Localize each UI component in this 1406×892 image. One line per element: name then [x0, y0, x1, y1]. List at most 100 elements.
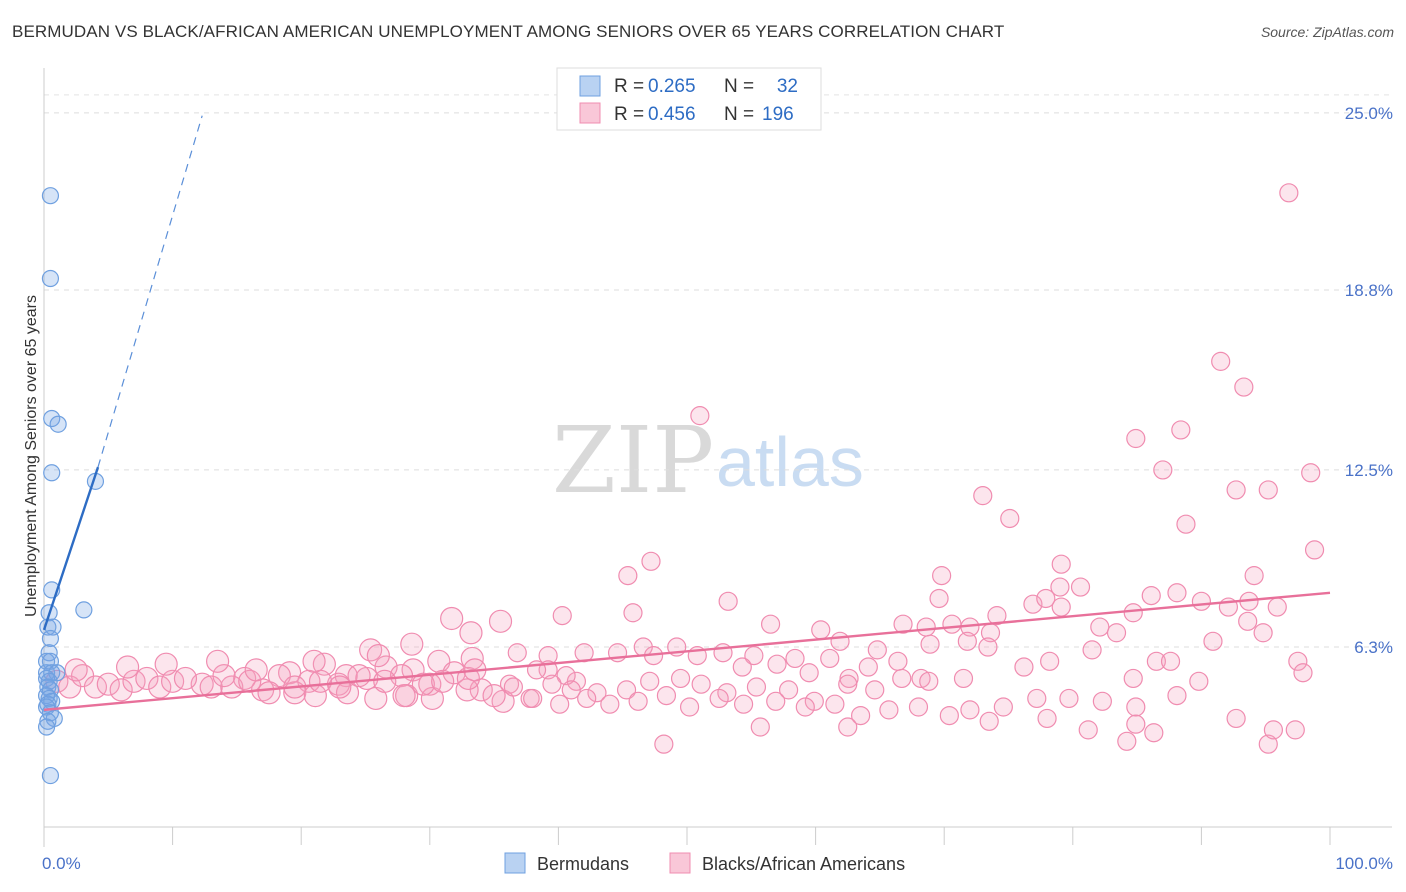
x-tick-label: 100.0%: [1335, 854, 1393, 873]
scatter-point: [1226, 480, 1246, 500]
legend-n-label: N =: [724, 76, 754, 97]
scatter-point: [942, 614, 962, 634]
legend-n-value: 32: [777, 76, 798, 97]
scatter-point: [523, 688, 543, 709]
scatter-point: [43, 464, 61, 482]
scatter-point: [43, 409, 61, 428]
scatter-point: [212, 663, 236, 688]
scatter-point: [40, 672, 58, 690]
scatter-point: [892, 668, 912, 689]
scatter-point: [1126, 714, 1146, 734]
scatter-point: [1126, 697, 1146, 717]
scatter-point: [1037, 708, 1057, 729]
scatter-point: [709, 688, 729, 709]
scatter-point: [420, 686, 444, 711]
scatter-point: [744, 646, 764, 666]
scatter-point: [148, 675, 172, 699]
scatter-point: [750, 717, 770, 737]
scatter-point: [561, 680, 581, 700]
scatter-point: [1027, 688, 1047, 709]
scatter-point: [542, 674, 562, 694]
scatter-point: [811, 620, 831, 640]
scatter-point: [39, 712, 57, 730]
scatter-point: [691, 674, 711, 694]
scatter-point: [717, 683, 737, 703]
scatter-point: [507, 643, 527, 663]
y-tick-label: 6.3%: [1354, 638, 1393, 657]
scatter-point: [1244, 566, 1264, 586]
y-tick-label: 12.5%: [1345, 461, 1393, 480]
scatter-point: [618, 566, 638, 586]
scatter-point: [825, 694, 845, 714]
scatter-point: [978, 637, 998, 657]
bottom-legend-swatch-bermudans: [504, 852, 526, 874]
legend-n-value: 196: [762, 104, 794, 125]
trend-line-bermudans: [42, 466, 100, 631]
trend-lines: [42, 115, 1331, 712]
scatter-point: [919, 671, 939, 691]
scatter-point: [778, 680, 799, 700]
scatter-point: [1226, 708, 1246, 729]
scatter-point: [1238, 611, 1258, 631]
scatter-point: [1092, 691, 1112, 711]
scatter-point: [440, 606, 464, 631]
scatter-point: [1050, 577, 1070, 597]
legend-swatch-bermudans: [579, 75, 601, 97]
scatter-point: [308, 669, 333, 693]
legend: R = 0.265 N = 32 R = 0.456 N = 196: [556, 67, 822, 131]
scatter-point: [953, 668, 974, 689]
scatter-point: [795, 697, 815, 717]
scatter-point: [820, 648, 840, 669]
scatter-point: [1279, 183, 1299, 203]
legend-swatch-blacks: [579, 102, 601, 124]
legend-r-value: 0.456: [648, 104, 696, 125]
scatter-point: [767, 654, 787, 674]
scatter-point: [1078, 720, 1098, 740]
scatter-point: [600, 694, 620, 714]
x-tick-labels: 0.0% 100.0%: [42, 854, 1393, 873]
scatter-point: [1253, 623, 1273, 643]
scatter-point: [908, 697, 929, 717]
scatter-point: [37, 718, 56, 736]
trend-line-blacks: [43, 591, 1331, 712]
scatter-point: [1123, 603, 1143, 623]
scatter-point: [302, 649, 326, 673]
scatter-point: [865, 680, 885, 700]
scatter-point: [244, 658, 268, 682]
watermark-atlas: atlas: [716, 423, 864, 501]
scatter-point: [366, 644, 390, 668]
bottom-legend-label-bermudans: Bermudans: [537, 854, 629, 874]
scatter-point: [1000, 508, 1020, 529]
scatter-point: [760, 614, 781, 634]
scatter-point: [746, 677, 767, 697]
scatter-point: [1301, 463, 1321, 483]
scatter-point: [670, 668, 691, 689]
scatter-point: [1059, 688, 1079, 709]
scatter-point: [41, 187, 60, 205]
scatter-point: [49, 415, 67, 433]
scatter-point: [718, 591, 738, 611]
scatter-point: [858, 657, 878, 677]
scatter-point: [154, 652, 178, 676]
scatter-point: [911, 668, 931, 689]
scatter-point: [1036, 588, 1056, 609]
legend-r-label: R =: [614, 76, 644, 97]
scatter-point: [1051, 554, 1071, 574]
scatter-point: [1234, 377, 1254, 397]
scatter-point: [654, 734, 674, 754]
scatter-point: [1288, 651, 1308, 671]
scatter-point: [1211, 351, 1231, 371]
scatter-point: [838, 674, 858, 694]
scatter-point: [766, 691, 786, 711]
scatter-point: [993, 697, 1013, 717]
scatter-point: [1171, 420, 1191, 440]
scatter-point: [656, 685, 677, 706]
scatter-point: [552, 606, 572, 626]
scatter-point: [888, 651, 908, 671]
scatter-point: [628, 691, 648, 711]
scatter-point: [1117, 731, 1137, 751]
scatter-point: [109, 678, 133, 702]
scatter-point: [732, 657, 752, 677]
scatter-point: [115, 655, 140, 679]
bottom-legend-label-blacks: Blacks/African Americans: [702, 854, 905, 874]
